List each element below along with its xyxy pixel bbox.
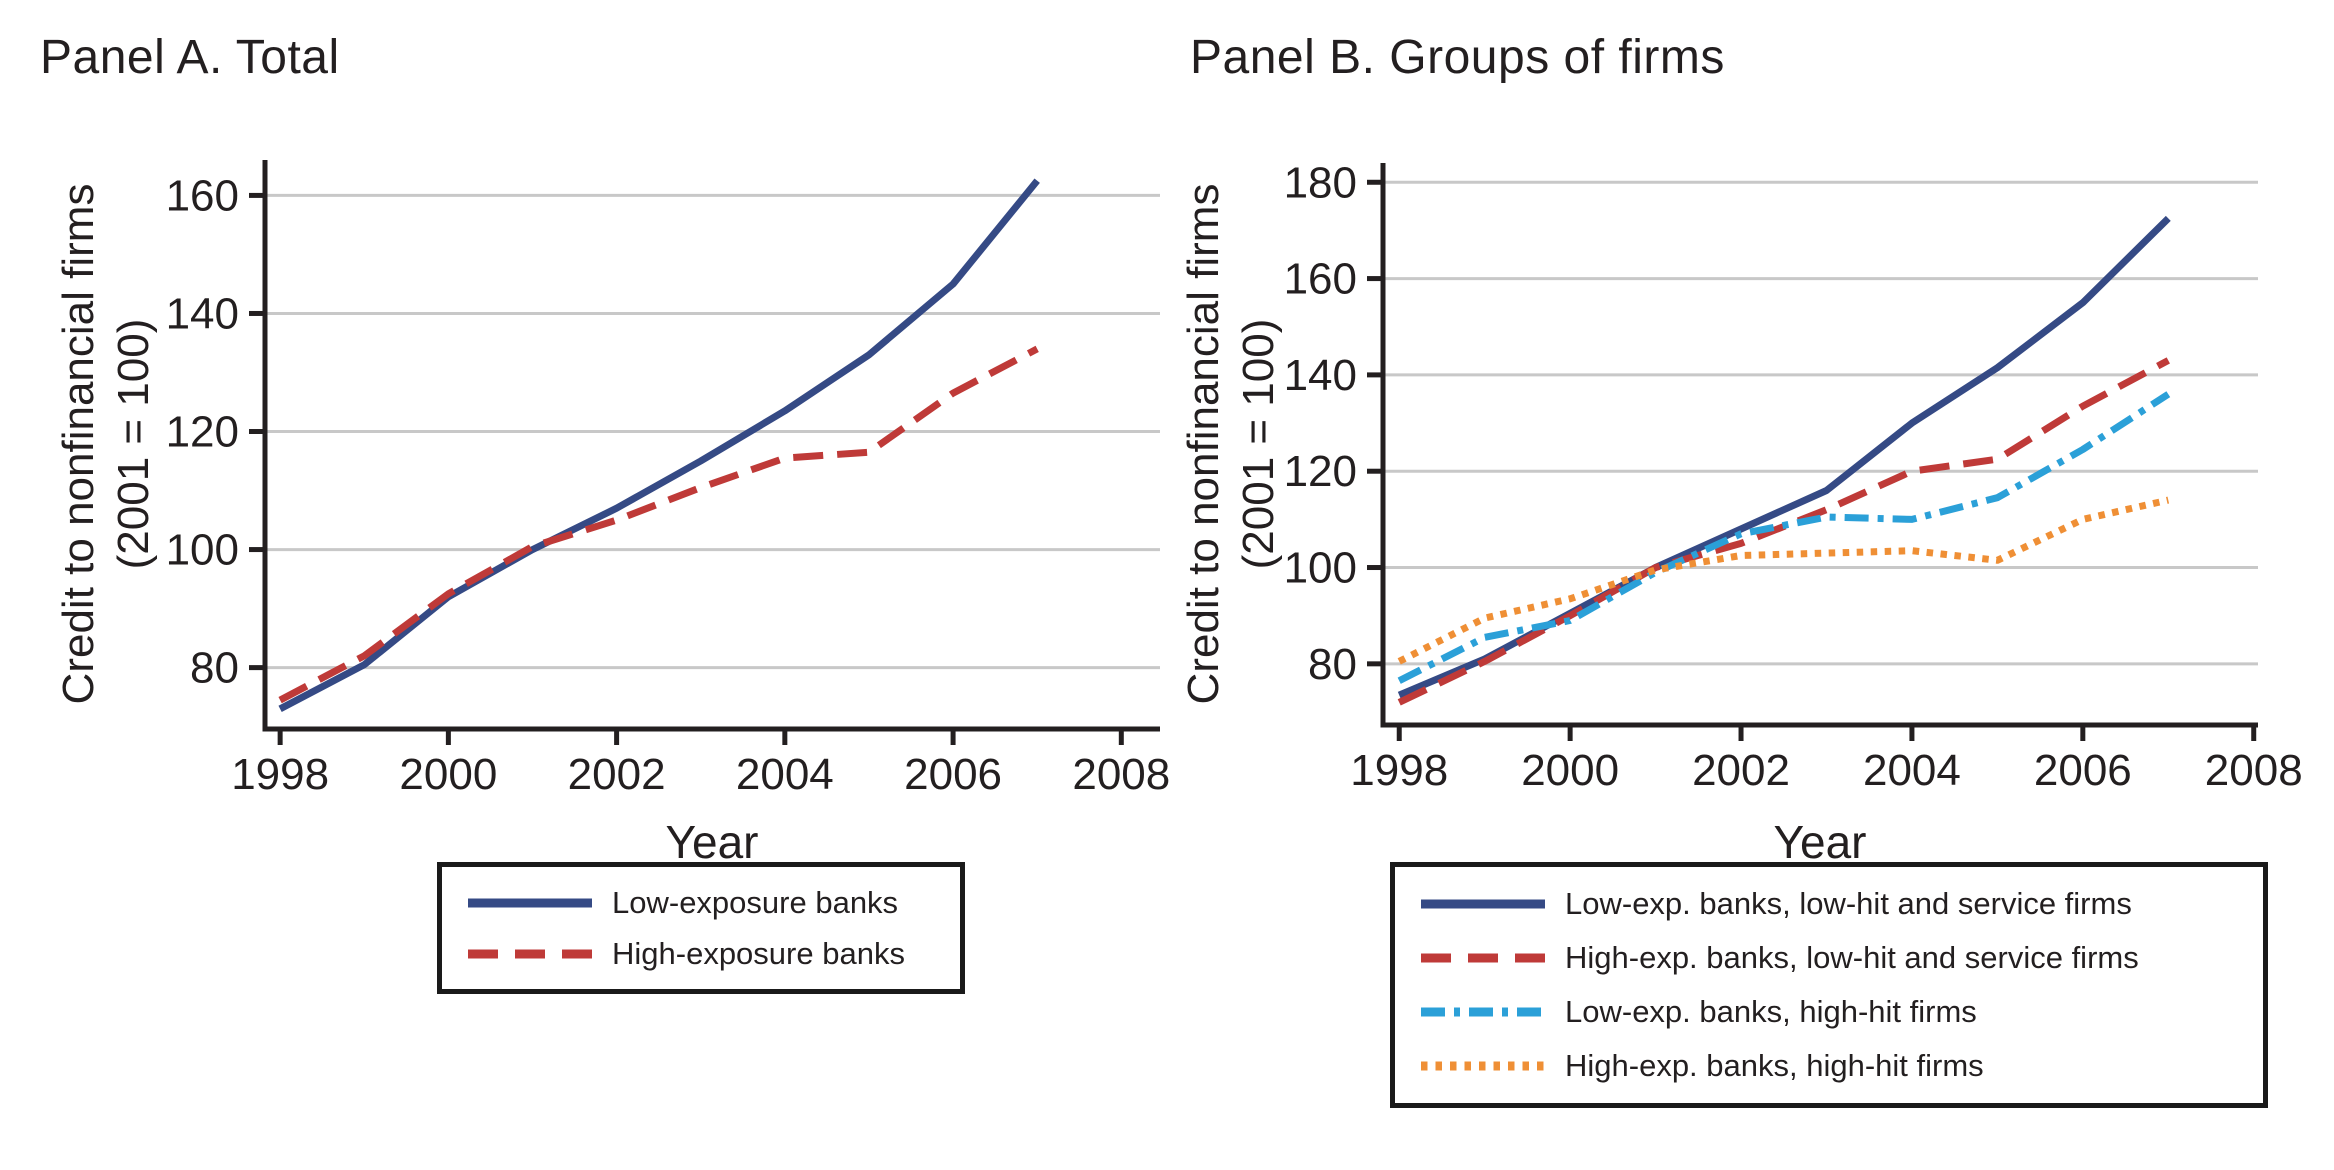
series-line-a-1 (278, 345, 1039, 704)
x-tick-label: 2000 (399, 750, 497, 799)
series-line-b-2 (1397, 391, 2171, 684)
legend-item-label: Low-exposure banks (612, 884, 899, 920)
legend-dashed-line-icon (1421, 953, 1545, 963)
y-tick-label: 140 (166, 289, 239, 338)
legend-item-label: Low-exp. banks, high-hit firms (1565, 994, 1977, 1029)
legend-item-label: Low-exp. banks, low-hit and service firm… (1565, 886, 2132, 921)
legend-item-label: High-exposure banks (612, 935, 905, 971)
x-tick-label: 2002 (1692, 746, 1790, 795)
y-tick-label: 80 (1308, 640, 1357, 689)
panel-a-legend: Low-exposure banks High-exposure banks (437, 862, 965, 994)
panel-b-x-axis-label: Year (1773, 816, 1867, 868)
x-tick-label: 2006 (2034, 746, 2132, 795)
y-tick-label: 100 (166, 526, 239, 575)
series-line-b-1 (1397, 357, 2170, 706)
legend-item: High-exp. banks, high-hit firms (1421, 1048, 2263, 1084)
panel-b-y-axis-label-line2: (2001 = 100) (1234, 318, 1283, 570)
x-tick-label: 2004 (736, 750, 834, 799)
series-line-b-0 (1397, 215, 2171, 699)
panel-b-legend: Low-exp. banks, low-hit and service firm… (1390, 862, 2268, 1108)
y-tick-label: 160 (1284, 255, 1357, 304)
legend-item: Low-exp. banks, high-hit firms (1421, 994, 2263, 1030)
series-line-a-0 (278, 178, 1040, 712)
legend-solid-line-icon (1421, 899, 1545, 909)
legend-item-label: High-exp. banks, low-hit and service fir… (1565, 940, 2139, 975)
y-tick-label: 120 (1284, 447, 1357, 496)
panel-a-y-axis-label-line1: Credit to nonfinancial firms (54, 183, 103, 705)
panel-b-plot: 80 100 120 140 160 180 1998 2000 2002 2004 2006 200… (1284, 158, 2303, 795)
legend-dashed-line-icon (468, 949, 592, 958)
panel-a-x-axis-label: Year (665, 816, 759, 868)
legend-item: Low-exposure banks (468, 885, 960, 921)
legend-dotted-line-icon (1421, 1061, 1545, 1071)
legend-solid-line-icon (468, 898, 592, 907)
legend-item: High-exp. banks, low-hit and service fir… (1421, 940, 2263, 976)
y-tick-label: 140 (1284, 351, 1357, 400)
panel-a-y-axis-label-line2: (2001 = 100) (109, 318, 158, 570)
legend-item-label: High-exp. banks, high-hit firms (1565, 1048, 1984, 1083)
x-tick-label: 1998 (231, 750, 329, 799)
x-tick-label: 2004 (1863, 746, 1961, 795)
y-tick-label: 180 (1284, 158, 1357, 207)
panel-b-title: Panel B. Groups of firms (1190, 31, 1725, 84)
y-tick-label: 100 (1284, 544, 1357, 593)
panel-a-title: Panel A. Total (40, 31, 340, 84)
y-tick-label: 160 (166, 171, 239, 220)
y-tick-label: 120 (166, 408, 239, 457)
legend-dashdot-line-icon (1421, 1007, 1545, 1017)
x-tick-label: 1998 (1350, 746, 1448, 795)
panel-b-y-axis-label-line1: Credit to nonfinancial firms (1179, 183, 1228, 705)
x-tick-label: 2008 (2205, 746, 2303, 795)
legend-item: Low-exp. banks, low-hit and service firm… (1421, 886, 2263, 922)
y-tick-label: 80 (190, 644, 239, 693)
x-tick-label: 2006 (904, 750, 1002, 799)
x-tick-label: 2000 (1521, 746, 1619, 795)
x-tick-label: 2002 (568, 750, 666, 799)
legend-item: High-exposure banks (468, 936, 960, 972)
panel-a-plot: 80 100 120 140 160 1998 2000 2002 2004 2006 2008 (166, 160, 1170, 799)
x-tick-label: 2008 (1072, 750, 1170, 799)
